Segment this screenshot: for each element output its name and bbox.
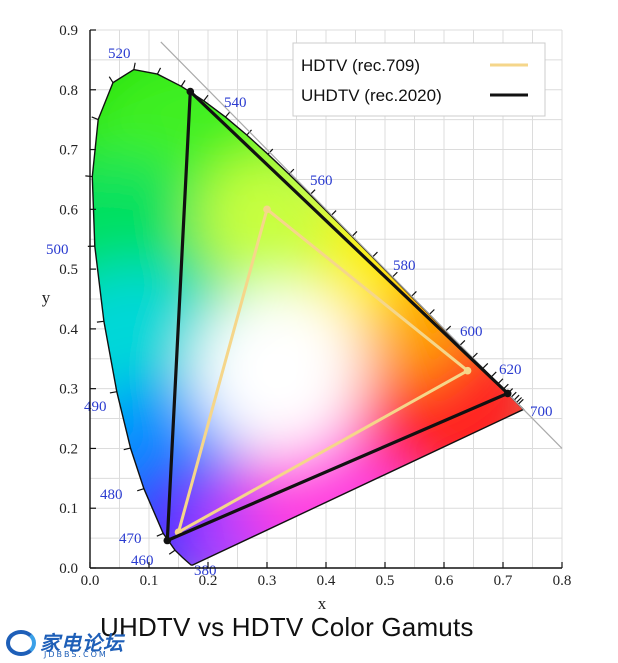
wl-label-540: 540 (224, 95, 247, 111)
x-tick-label: 0.6 (435, 573, 454, 589)
watermark-logo: 家电论坛 JDBBS.COM (4, 626, 134, 660)
x-tick-label: 0.3 (258, 573, 277, 589)
logo-subtext: JDBBS.COM (44, 650, 108, 659)
hdtv-primary-point (463, 366, 472, 375)
wavelength-tick (156, 532, 164, 537)
wavelength-tick (109, 391, 117, 394)
x-tick-label: 0.0 (81, 573, 100, 589)
y-tick-label: 0.8 (59, 83, 78, 99)
wl-label-380: 380 (194, 563, 217, 579)
wl-label-500: 500 (46, 242, 69, 258)
x-tick-label: 0.1 (140, 573, 159, 589)
gamut-color-blob (193, 285, 364, 456)
x-tick-label: 0.8 (553, 573, 572, 589)
wavelength-tick (472, 352, 478, 359)
wavelength-tick (459, 339, 466, 346)
uhdtv-primary-point (503, 389, 512, 398)
wavelength-tick (513, 394, 520, 401)
wavelength-tick (445, 325, 452, 332)
wavelength-tick (108, 76, 114, 83)
wavelength-tick (351, 231, 358, 237)
wavelength-tick (123, 447, 131, 451)
uhdtv-primary-point (163, 536, 172, 545)
wavelength-tick (168, 549, 176, 555)
wl-label-520: 520 (108, 46, 131, 62)
wavelength-tick (510, 391, 517, 398)
wl-label-580: 580 (393, 258, 416, 274)
wavelength-tick (156, 67, 162, 75)
wl-label-600: 600 (460, 324, 483, 340)
wavelength-tick (91, 116, 99, 121)
wavelength-tick (85, 175, 93, 178)
logo-ring-icon (6, 630, 36, 656)
wl-label-700: 700 (530, 404, 553, 420)
axis-ticks (89, 29, 563, 569)
wavelength-tick (246, 129, 252, 136)
wl-label-490: 490 (84, 399, 107, 415)
chart-title: UHDTV vs HDTV Color Gamuts (100, 612, 474, 642)
wl-label-620: 620 (499, 362, 522, 378)
x-tick-labels: 0.0 0.1 0.2 0.3 0.4 0.5 0.6 0.7 0.8 (81, 573, 572, 589)
logo-text: 家电论坛 (40, 631, 124, 655)
wavelength-tick (372, 251, 378, 258)
y-tick-label: 0.5 (59, 262, 78, 278)
wavelength-tick (482, 362, 489, 369)
wavelength-tick (490, 371, 497, 378)
legend-box (292, 42, 546, 117)
y-tick-label: 0.9 (59, 23, 78, 39)
wavelength-tick (180, 80, 186, 87)
wavelength-tick (96, 320, 104, 323)
y-tick-labels: 0.0 0.1 0.2 0.3 0.4 0.5 0.6 0.7 0.8 0.9 (59, 23, 78, 577)
wavelength-tick (517, 398, 524, 405)
wavelength-tick (225, 111, 231, 118)
wl-label-480: 480 (100, 487, 123, 503)
wavelength-tick (411, 291, 417, 297)
wavelength-tick (267, 148, 274, 155)
y-tick-label: 0.1 (59, 501, 78, 517)
wavelength-tick (391, 271, 398, 278)
gamut-triangles (163, 87, 512, 545)
y-tick-label: 0.0 (59, 561, 78, 577)
wavelength-tick (137, 488, 145, 492)
wl-label-560: 560 (310, 173, 333, 189)
x-tick-label: 0.2 (199, 573, 218, 589)
wavelength-labels: 520 540 560 580 600 620 700 500 490 480 … (46, 46, 553, 579)
uhdtv-gamut-triangle (165, 89, 510, 543)
y-tick-label: 0.3 (59, 382, 78, 398)
x-tick-label: 0.5 (376, 573, 395, 589)
wavelength-tick (428, 309, 435, 315)
wl-label-460: 460 (131, 553, 154, 569)
wavelength-tick (516, 397, 522, 403)
gamut-color-blobs (92, 69, 524, 566)
y-tick-label: 0.4 (59, 322, 78, 338)
wl-label-470: 470 (119, 531, 142, 547)
wavelength-ticks (85, 62, 524, 555)
legend-label-uhdtv: UHDTV (rec.2020) (301, 86, 442, 105)
chromaticity-chart: 520 540 560 580 600 620 700 500 490 480 … (42, 23, 572, 612)
uhdtv-primary-point (186, 87, 195, 96)
x-tick-label: 0.4 (317, 573, 336, 589)
x-axis-label: x (318, 594, 327, 612)
legend-label-hdtv: HDTV (rec.709) (301, 56, 420, 75)
y-tick-label: 0.6 (59, 202, 78, 218)
y-axis-label: y (42, 288, 51, 307)
y-tick-label: 0.2 (59, 441, 78, 457)
x-tick-label: 0.7 (494, 573, 513, 589)
wavelength-tick (203, 94, 209, 102)
y-tick-label: 0.7 (59, 143, 78, 159)
wavelength-tick (133, 62, 136, 70)
legend: HDTV (rec.709) UHDTV (rec.2020) (292, 42, 546, 117)
hdtv-primary-point (263, 205, 271, 214)
hdtv-gamut-triangle (177, 207, 470, 534)
